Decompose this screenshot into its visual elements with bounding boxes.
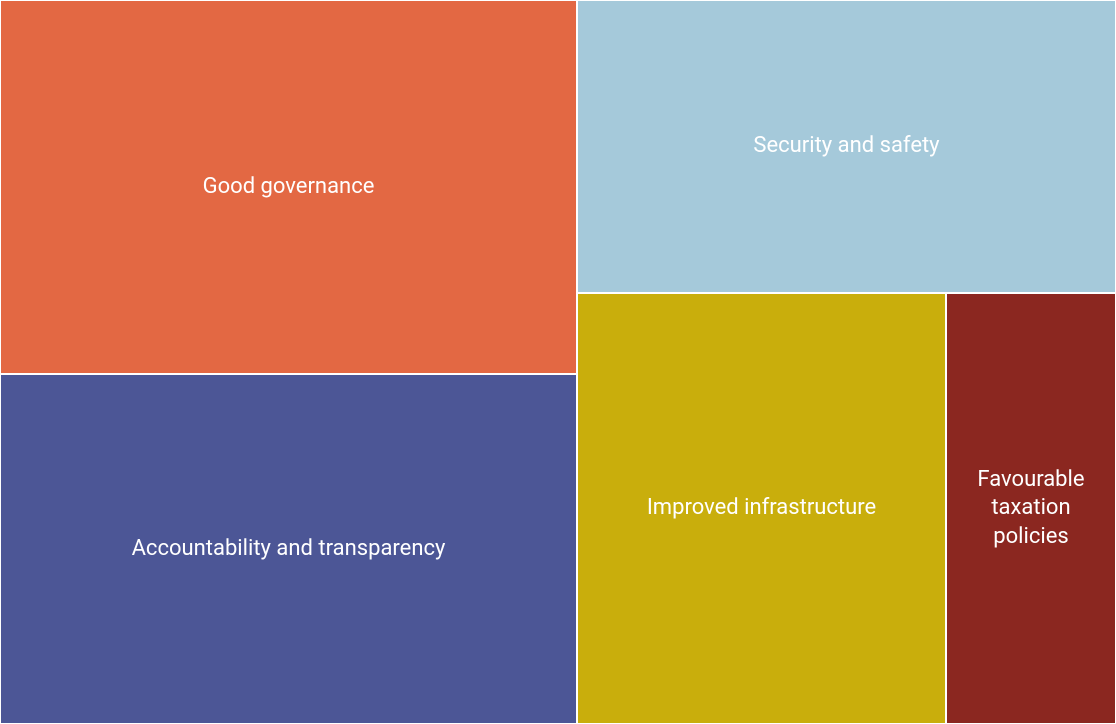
treemap-cell-improved-infrastructure: Improved infrastructure (577, 293, 946, 724)
treemap-cell-accountability-transparency: Accountability and transparency (0, 374, 577, 724)
treemap-cell-favourable-taxation: Favourable taxation policies (946, 293, 1116, 724)
treemap-cell-label: Security and safety (745, 124, 947, 169)
treemap-cell-security-safety: Security and safety (577, 0, 1116, 293)
treemap-cell-label: Favourable taxation policies (947, 458, 1115, 560)
treemap-cell-good-governance: Good governance (0, 0, 577, 374)
treemap-chart: Good governance Accountability and transp… (0, 0, 1116, 724)
treemap-cell-label: Good governance (195, 165, 383, 210)
treemap-cell-label: Improved infrastructure (639, 486, 884, 531)
treemap-cell-label: Accountability and transparency (124, 527, 454, 572)
